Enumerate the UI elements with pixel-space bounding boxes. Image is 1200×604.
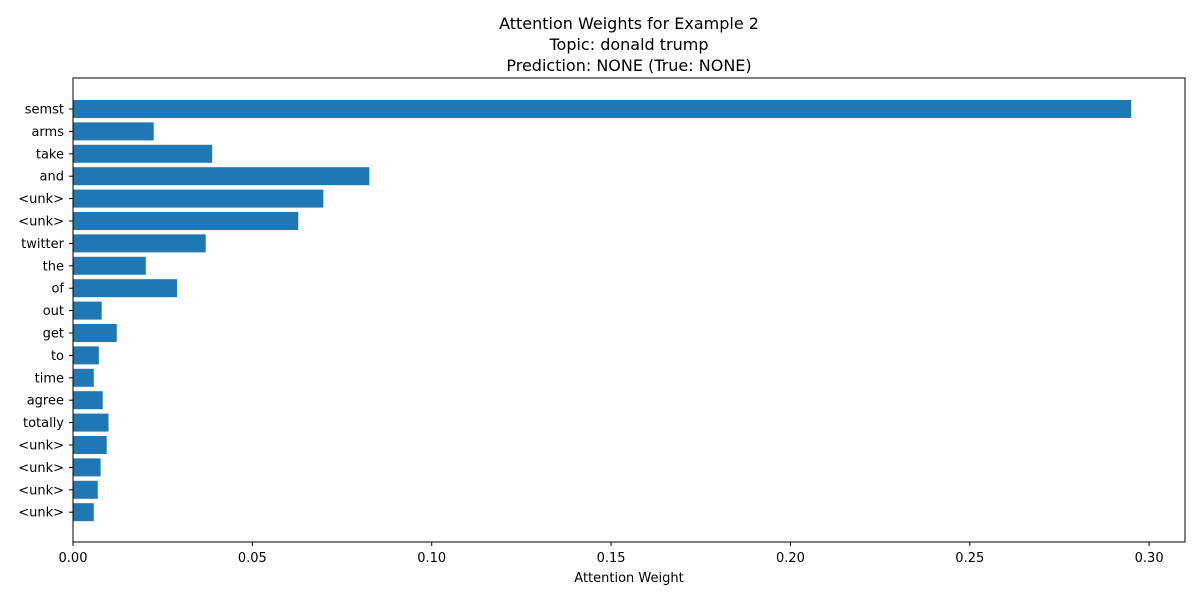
bar-2 (73, 144, 213, 163)
bar-17 (73, 480, 98, 499)
y-tick-label: arms (31, 125, 64, 140)
y-tick-label: to (51, 349, 64, 364)
bar-7 (73, 256, 146, 275)
x-axis-label: Attention Weight (574, 571, 683, 586)
bar-14 (73, 413, 109, 432)
y-tick-label: <unk> (18, 461, 64, 476)
y-tick-label: and (40, 170, 64, 185)
y-tick-label: out (43, 304, 64, 319)
y-tick-label: semst (25, 103, 64, 118)
bar-16 (73, 458, 101, 477)
chart-title-line-2: Topic: donald trump (548, 35, 708, 54)
chart-title-line-1: Attention Weights for Example 2 (499, 14, 759, 33)
y-tick-label: of (51, 282, 64, 297)
chart-title: Attention Weights for Example 2 Topic: d… (499, 14, 759, 75)
bar-10 (73, 324, 117, 342)
y-tick-label: <unk> (18, 506, 64, 521)
bar-1 (73, 122, 154, 141)
x-tick-label: 0.00 (59, 551, 88, 566)
bar-9 (73, 301, 102, 320)
bar-8 (73, 279, 178, 298)
y-tick-label: <unk> (18, 192, 64, 207)
y-tick-label: take (36, 147, 64, 162)
x-axis-ticks: 0.00 0.05 0.10 0.15 0.20 0.25 0.30 (59, 542, 1164, 566)
y-tick-label: <unk> (18, 483, 64, 498)
plot-frame (72, 77, 1186, 543)
bar-18 (73, 503, 94, 522)
bar-11 (73, 346, 99, 365)
chart-title-line-3: Prediction: NONE (True: NONE) (506, 56, 751, 75)
bar-group (73, 100, 1132, 522)
bar-3 (73, 167, 370, 186)
x-tick-label: 0.05 (238, 551, 267, 566)
bar-13 (73, 391, 103, 410)
y-tick-label: the (43, 259, 64, 274)
y-tick-label: totally (23, 416, 64, 431)
y-tick-label: agree (27, 394, 64, 409)
x-tick-label: 0.20 (776, 551, 805, 566)
y-tick-label: get (43, 327, 64, 342)
y-axis-ticks: semst arms take and <unk> <unk> twitter the of ou… (18, 103, 73, 521)
y-tick-label: <unk> (18, 215, 64, 230)
bar-15 (73, 436, 107, 454)
x-tick-label: 0.15 (597, 551, 626, 566)
y-tick-label: <unk> (18, 439, 64, 454)
bar-4 (73, 189, 324, 208)
y-tick-label: twitter (21, 237, 65, 252)
y-tick-label: time (35, 371, 64, 386)
x-tick-label: 0.25 (955, 551, 984, 566)
x-tick-label: 0.10 (417, 551, 446, 566)
bar-5 (73, 212, 299, 230)
x-tick-label: 0.30 (1135, 551, 1164, 566)
bar-6 (73, 234, 206, 253)
bar-12 (73, 368, 94, 387)
bar-0 (73, 100, 1132, 118)
